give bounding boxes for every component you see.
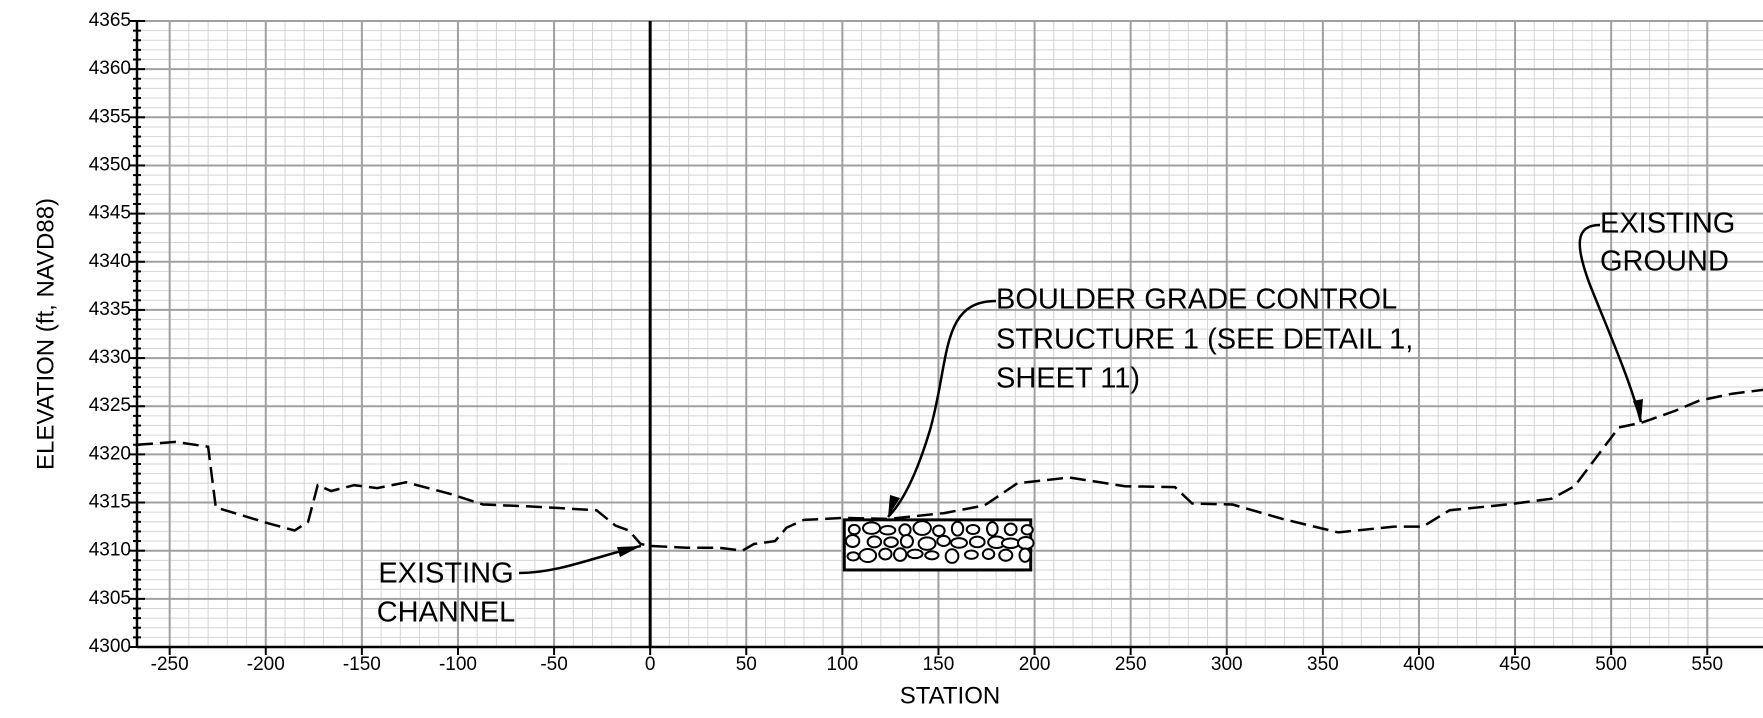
boulder-leader	[888, 301, 996, 517]
x-tick-label: 400	[1403, 654, 1435, 675]
x-tick-label: 300	[1211, 654, 1243, 675]
x-tick-label: 200	[1019, 654, 1051, 675]
x-tick-label: -250	[151, 654, 189, 675]
boulder	[946, 549, 959, 563]
annotation: EXISTING	[1600, 208, 1735, 240]
y-tick-label: 4360	[89, 58, 131, 79]
x-tick-label: -50	[540, 654, 567, 675]
annotation: CHANNEL	[377, 597, 516, 629]
boulder	[868, 536, 882, 547]
x-tick-label: -200	[247, 654, 285, 675]
boulder	[987, 522, 998, 536]
boulder	[884, 537, 898, 547]
boulder	[983, 549, 994, 559]
boulder	[965, 550, 978, 558]
x-tick-label: 450	[1499, 654, 1531, 675]
x-tick-label: -100	[439, 654, 477, 675]
chart: BOULDER GRADE CONTROL STRUCTURE 1 (SEE D…	[0, 0, 1763, 718]
y-tick-label: 4305	[89, 588, 131, 609]
x-tick-label: -150	[343, 654, 381, 675]
boulder	[999, 550, 1012, 561]
x-tick-label: 150	[923, 654, 955, 675]
x-tick-label: 350	[1307, 654, 1339, 675]
annotation: STRUCTURE 1 (SEE DETAIL 1,	[996, 324, 1413, 356]
boulder	[919, 537, 936, 549]
x-axis-label: STATION	[900, 682, 1000, 709]
y-tick-label: 4310	[89, 540, 131, 561]
y-tick-label: 4365	[89, 10, 131, 31]
annotation: BOULDER GRADE CONTROL	[996, 284, 1397, 316]
boulder	[880, 526, 895, 534]
boulder	[952, 522, 963, 536]
x-tick-label: 0	[645, 654, 656, 675]
boulder	[933, 525, 945, 536]
annotation: EXISTING	[378, 558, 513, 590]
boulder	[1018, 537, 1034, 549]
y-tick-label: 4330	[89, 347, 131, 368]
boulder	[899, 524, 910, 535]
y-axis-label: ELEVATION (ft, NAVD88)	[32, 198, 59, 470]
boulder	[970, 537, 985, 548]
x-tick-label: 100	[827, 654, 859, 675]
annotation: GROUND	[1600, 246, 1729, 278]
y-tick-label: 4355	[89, 106, 131, 127]
boulder	[846, 535, 859, 547]
y-tick-label: 4340	[89, 251, 131, 272]
boulder-structure	[844, 520, 1033, 570]
boulder	[913, 521, 931, 535]
boulder	[1022, 525, 1033, 534]
boulder	[894, 548, 906, 561]
y-tick-label: 4325	[89, 395, 131, 416]
annotation: SHEET 11)	[996, 363, 1140, 395]
y-tick-label: 4345	[89, 203, 131, 224]
y-tick-label: 4335	[89, 299, 131, 320]
x-tick-label: 500	[1595, 654, 1627, 675]
boulder	[863, 522, 880, 534]
boulder	[967, 525, 980, 534]
boulder	[951, 538, 967, 548]
y-tick-label: 4320	[89, 443, 131, 464]
boulder	[879, 549, 891, 560]
boulder	[848, 552, 859, 560]
boulder	[859, 549, 876, 562]
x-tick-label: 50	[736, 654, 757, 675]
y-tick-label: 4300	[89, 636, 131, 657]
x-tick-label: 250	[1115, 654, 1147, 675]
y-tick-label: 4350	[89, 154, 131, 175]
boulder	[901, 535, 913, 548]
boulder	[908, 550, 923, 559]
boulder	[925, 551, 938, 559]
boulder	[849, 525, 860, 534]
boulder	[937, 536, 950, 546]
arrowhead	[1633, 399, 1643, 422]
boulder	[1005, 523, 1017, 535]
y-tick-label: 4315	[89, 492, 131, 513]
x-tick-label: 550	[1691, 654, 1723, 675]
boulder	[1002, 538, 1019, 548]
boulder	[1020, 548, 1031, 561]
